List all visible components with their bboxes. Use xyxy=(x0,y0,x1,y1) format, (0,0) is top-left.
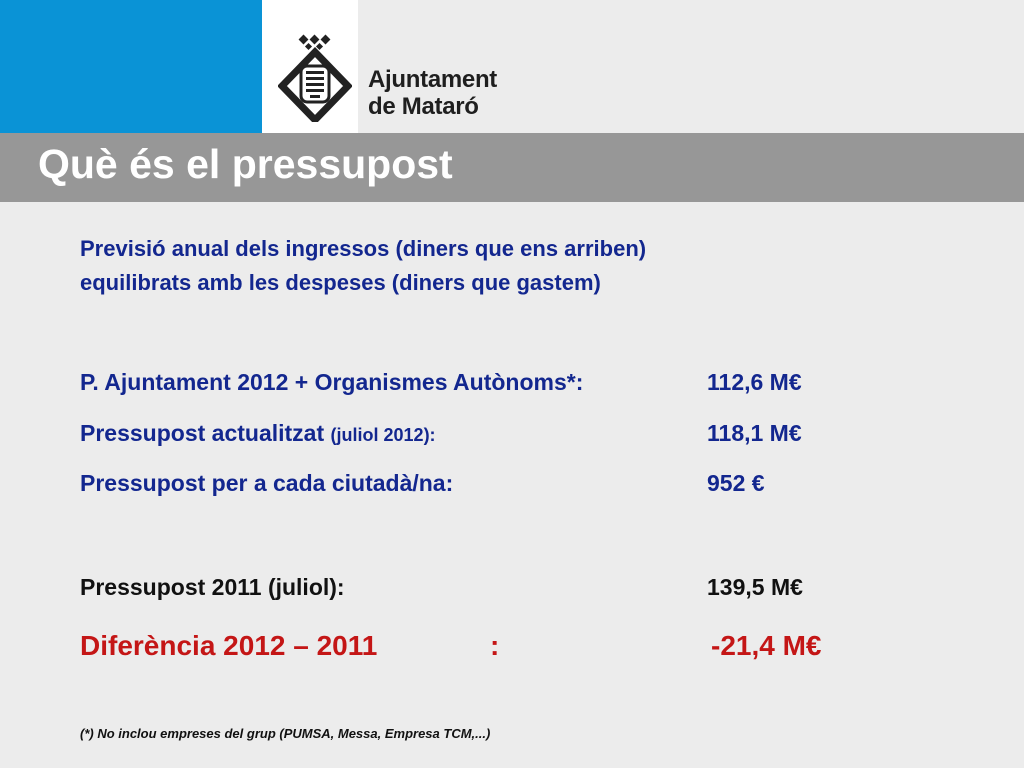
footnote: (*) No inclou empreses del grup (PUMSA, … xyxy=(80,726,491,741)
updated-budget-date: (juliol 2012): xyxy=(330,425,436,445)
row-value-municipal-budget: 112,6 M€ xyxy=(707,369,802,395)
title-bar xyxy=(0,133,1024,202)
row-value-per-citizen: 952 € xyxy=(707,470,765,496)
ajuntament-mataro-logo-icon xyxy=(278,34,352,122)
row-label-updated-budget: Pressupost actualitzat (juliol 2012): xyxy=(80,420,436,447)
logo-wordmark: Ajuntament de Mataró xyxy=(368,66,497,120)
row-value-updated-budget: 118,1 M€ xyxy=(707,420,802,446)
row-label-budget-2011: Pressupost 2011 (juliol): xyxy=(80,574,345,600)
updated-budget-label: Pressupost actualitzat xyxy=(80,420,325,446)
logo-line-1: Ajuntament xyxy=(368,66,498,93)
row-value-budget-2011: 139,5 M€ xyxy=(707,574,803,600)
header-right-area xyxy=(358,0,1024,133)
intro-line-2: equilibrats amb les despeses (diners que… xyxy=(80,270,601,295)
slide-title: Què és el pressupost xyxy=(38,141,453,187)
row-label-municipal-budget: P. Ajuntament 2012 + Organismes Autònoms… xyxy=(80,369,584,395)
intro-line-1: Previsió anual dels ingressos (diners qu… xyxy=(80,236,647,261)
header-blue-block xyxy=(0,0,262,133)
difference-colon: : xyxy=(490,630,500,661)
intro-text: Previsió anual dels ingressos (diners qu… xyxy=(80,232,646,300)
difference-value: -21,4 M€ xyxy=(711,630,822,661)
logo-line-2: de Mataró xyxy=(368,93,479,120)
row-label-per-citizen: Pressupost per a cada ciutadà/na: xyxy=(80,470,454,496)
difference-label: Diferència 2012 – 2011 xyxy=(80,630,378,661)
